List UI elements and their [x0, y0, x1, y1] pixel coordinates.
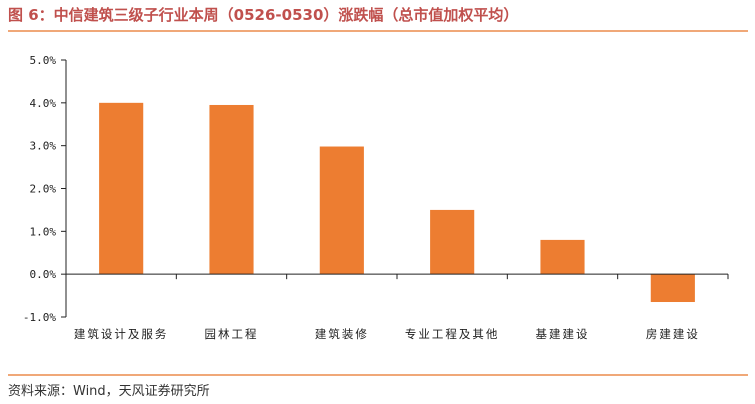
- x-tick-label: 专业工程及其他: [405, 327, 500, 341]
- x-axis: 建筑设计及服务 园林工程 建筑装修 专业工程及其他 基建建设 房建建设: [65, 273, 729, 341]
- bar: [430, 209, 475, 275]
- x-tick-label: 园林工程: [205, 327, 259, 341]
- bar: [540, 239, 585, 275]
- bar-chart: 5.0% 4.0% 3.0% 2.0% 1.0% 0.0% -1.0% 建筑设计及服务 园林工…: [23, 54, 729, 341]
- title-rule: [8, 30, 748, 32]
- bar: [650, 274, 695, 303]
- x-tick-label: 建筑装修: [315, 327, 369, 341]
- y-tick-label: 4.0%: [30, 97, 57, 110]
- chart-title: 图 6：中信建筑三级子行业本周（0526-0530）涨跌幅（总市值加权平均）: [8, 6, 519, 24]
- y-tick-label: -1.0%: [23, 311, 56, 324]
- x-tick-label: 房建建设: [646, 327, 700, 341]
- y-axis: 5.0% 4.0% 3.0% 2.0% 1.0% 0.0% -1.0%: [23, 54, 67, 324]
- source-rule: [8, 374, 748, 376]
- bars: [99, 102, 695, 303]
- bar: [209, 104, 254, 275]
- y-tick-label: 1.0%: [30, 225, 57, 238]
- bar: [319, 146, 364, 275]
- y-tick-label: 2.0%: [30, 183, 57, 196]
- bar: [99, 102, 144, 275]
- source-note: 资料来源：Wind，天风证券研究所: [8, 384, 210, 399]
- y-tick-label: 3.0%: [30, 140, 57, 153]
- x-tick-label: 基建建设: [536, 327, 590, 341]
- y-tick-label: 5.0%: [30, 54, 57, 67]
- y-tick-label: 0.0%: [30, 268, 57, 281]
- x-tick-label: 建筑设计及服务: [74, 327, 169, 341]
